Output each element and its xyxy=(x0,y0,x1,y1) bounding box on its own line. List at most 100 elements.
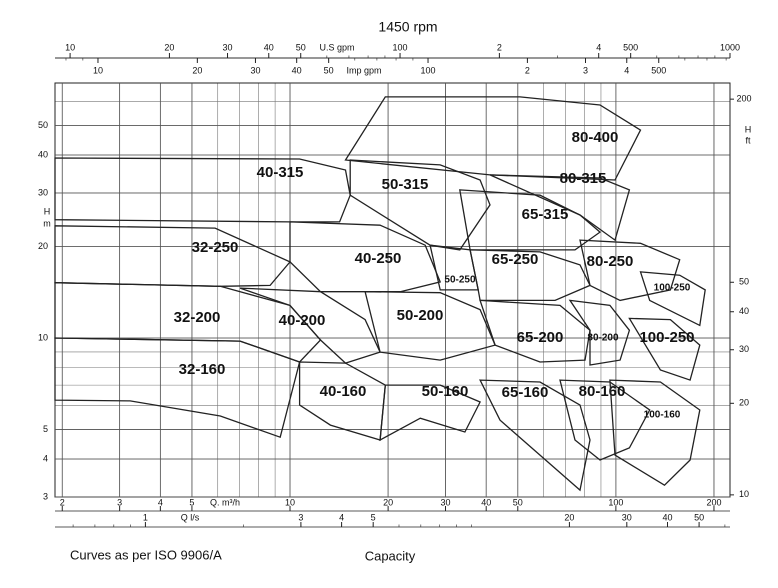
model-label: 32-250 xyxy=(192,239,239,256)
x3-tick-label: 3 xyxy=(583,65,588,75)
x2-tick-label: 20 xyxy=(164,42,174,52)
y-tick-label: 40 xyxy=(38,149,48,159)
y2-tick-label: 20 xyxy=(739,398,749,408)
model-curve xyxy=(568,299,631,366)
x3-tick-label: 40 xyxy=(292,65,302,75)
x2-tick-label: 40 xyxy=(264,42,274,52)
model-label: 65-315 xyxy=(522,206,569,223)
x3-tick-label: 30 xyxy=(250,65,260,75)
y2-tick-label: 200 xyxy=(736,94,751,104)
model-label: 100-160 xyxy=(644,410,681,421)
model-curve xyxy=(344,96,642,181)
model-label: 80-160 xyxy=(579,383,626,400)
y2-label: H xyxy=(745,124,752,134)
model-curve xyxy=(609,379,701,487)
y2-tick-label: 40 xyxy=(739,306,749,316)
y-tick-label: 4 xyxy=(43,453,48,463)
model-curve xyxy=(479,379,591,492)
x4-tick-label: 40 xyxy=(663,512,673,522)
x-tick-label: 50 xyxy=(513,497,523,507)
model-curve xyxy=(628,317,701,381)
model-curve xyxy=(54,337,301,439)
x3-tick-label: 50 xyxy=(324,65,334,75)
x3-tick-label: 10 xyxy=(93,65,103,75)
y-tick-label: 3 xyxy=(43,491,48,501)
model-label: 65-160 xyxy=(502,384,549,401)
x4-tick-label: 1 xyxy=(143,512,148,522)
model-label: 40-200 xyxy=(279,312,326,329)
plot-frame xyxy=(54,82,731,498)
model-curve xyxy=(639,271,706,327)
model-curve xyxy=(469,249,591,302)
x-tick-label: 5 xyxy=(189,497,194,507)
x4-tick-label: 20 xyxy=(564,512,574,522)
y-unit: m xyxy=(43,218,51,228)
model-label: 65-200 xyxy=(517,329,564,346)
x3-tick-label: 4 xyxy=(624,65,629,75)
x4-tick-label: 30 xyxy=(622,512,632,522)
model-label: 65-250 xyxy=(492,251,539,268)
x-tick-label: 10 xyxy=(285,497,295,507)
model-label: 50-250 xyxy=(444,275,476,286)
y2-tick-label: 30 xyxy=(739,344,749,354)
model-curve xyxy=(349,159,491,251)
model-curve xyxy=(379,384,481,442)
model-label: 32-200 xyxy=(174,309,221,326)
x2-tick-label: 100 xyxy=(393,42,408,52)
model-label: 40-250 xyxy=(355,250,402,267)
model-curve xyxy=(298,361,386,441)
model-label: 100-250 xyxy=(639,329,694,346)
model-curve xyxy=(489,174,631,242)
y-tick-label: 50 xyxy=(38,120,48,130)
model-label: 40-315 xyxy=(257,164,304,181)
x3-tick-label: 20 xyxy=(192,65,202,75)
model-curve xyxy=(479,299,591,363)
x4-tick-label: 4 xyxy=(339,512,344,522)
y-tick-label: 10 xyxy=(38,332,48,342)
model-label: 50-315 xyxy=(382,176,429,193)
x-tick-label: 4 xyxy=(158,497,163,507)
model-label: 40-160 xyxy=(320,383,367,400)
y-tick-label: 30 xyxy=(38,187,48,197)
x4-tick-label: 5 xyxy=(371,512,376,522)
x2-tick-label: 50 xyxy=(296,42,306,52)
model-curve xyxy=(54,157,351,223)
x4-tick-label: 3 xyxy=(298,512,303,522)
model-label: 80-200 xyxy=(587,333,619,344)
x3-tick-label: 100 xyxy=(421,65,436,75)
model-label: 80-400 xyxy=(572,129,619,146)
y2-unit: ft xyxy=(745,135,751,145)
x-tick-label: 200 xyxy=(706,497,721,507)
x-tick-label: 40 xyxy=(481,497,491,507)
y-tick-label: 5 xyxy=(43,424,48,434)
model-label: 80-250 xyxy=(587,253,634,270)
y2-tick-label: 10 xyxy=(739,489,749,499)
x-tick-label: 100 xyxy=(608,497,623,507)
footnote: Curves as per ISO 9906/A xyxy=(70,547,222,562)
chart-title: 1450 rpm xyxy=(378,19,437,35)
x2-unit: U.S gpm xyxy=(319,42,354,52)
x3-unit: Imp gpm xyxy=(346,65,381,75)
y-label: H xyxy=(44,206,51,216)
model-curve xyxy=(239,287,381,364)
x3-tick-label: 2 xyxy=(525,65,530,75)
x-tick-label: 2 xyxy=(60,497,65,507)
model-curve xyxy=(459,189,602,251)
x2-tick-label: 30 xyxy=(223,42,233,52)
x4-tick-label: 50 xyxy=(694,512,704,522)
x2-tick-label: 500 xyxy=(623,42,638,52)
x4-unit: Q l/s xyxy=(181,512,200,522)
model-label: 50-160 xyxy=(422,383,469,400)
x2-tick-label: 2 xyxy=(497,42,502,52)
model-curve xyxy=(54,282,322,363)
x-tick-label: 20 xyxy=(383,497,393,507)
model-curve xyxy=(364,291,496,361)
y2-tick-label: 50 xyxy=(739,277,749,287)
model-curve xyxy=(54,225,292,287)
model-label: 32-160 xyxy=(179,361,226,378)
x-axis-title: Capacity xyxy=(365,548,416,563)
x2-tick-label: 1000 xyxy=(720,42,740,52)
x2-tick-label: 4 xyxy=(596,42,601,52)
y-tick-label: 20 xyxy=(38,241,48,251)
